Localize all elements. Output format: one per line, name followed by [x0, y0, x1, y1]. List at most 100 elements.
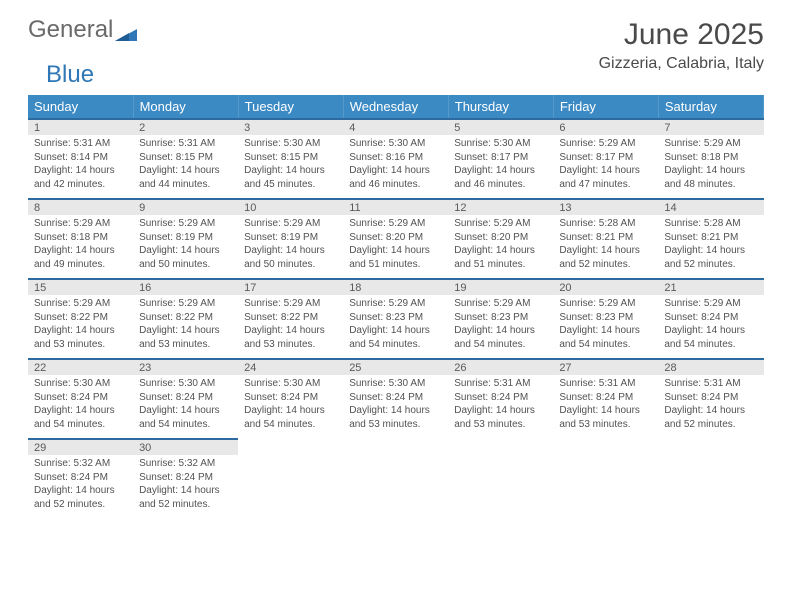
daylight-text: and 54 minutes. — [454, 338, 547, 352]
daylight-text: and 53 minutes. — [139, 338, 232, 352]
calendar-content-row: Sunrise: 5:29 AMSunset: 8:18 PMDaylight:… — [28, 215, 764, 279]
daylight-text: and 53 minutes. — [559, 418, 652, 432]
sunset-text: Sunset: 8:15 PM — [244, 151, 337, 165]
day-number-cell — [238, 439, 343, 455]
day-number-cell: 7 — [658, 119, 763, 135]
day-number-cell: 3 — [238, 119, 343, 135]
sunrise-text: Sunrise: 5:31 AM — [559, 377, 652, 391]
sunset-text: Sunset: 8:22 PM — [244, 311, 337, 325]
day-number-cell: 16 — [133, 279, 238, 295]
daylight-text: Daylight: 14 hours — [349, 244, 442, 258]
sunrise-text: Sunrise: 5:29 AM — [664, 137, 757, 151]
daylight-text: Daylight: 14 hours — [139, 244, 232, 258]
sunset-text: Sunset: 8:21 PM — [559, 231, 652, 245]
weekday-header: Monday — [133, 95, 238, 119]
daylight-text: and 53 minutes. — [454, 418, 547, 432]
sunrise-text: Sunrise: 5:29 AM — [34, 297, 127, 311]
daylight-text: and 50 minutes. — [244, 258, 337, 272]
daylight-text: and 54 minutes. — [349, 338, 442, 352]
day-number-cell: 27 — [553, 359, 658, 375]
sunset-text: Sunset: 8:18 PM — [34, 231, 127, 245]
day-content-cell: Sunrise: 5:29 AMSunset: 8:22 PMDaylight:… — [28, 295, 133, 359]
sunset-text: Sunset: 8:19 PM — [139, 231, 232, 245]
day-content-cell: Sunrise: 5:29 AMSunset: 8:23 PMDaylight:… — [343, 295, 448, 359]
day-content-cell: Sunrise: 5:29 AMSunset: 8:22 PMDaylight:… — [238, 295, 343, 359]
calendar-day-strip: 891011121314 — [28, 199, 764, 215]
sunset-text: Sunset: 8:24 PM — [559, 391, 652, 405]
daylight-text: Daylight: 14 hours — [664, 244, 757, 258]
daylight-text: Daylight: 14 hours — [559, 164, 652, 178]
sunset-text: Sunset: 8:24 PM — [664, 311, 757, 325]
sunrise-text: Sunrise: 5:30 AM — [244, 377, 337, 391]
day-content-cell: Sunrise: 5:29 AMSunset: 8:22 PMDaylight:… — [133, 295, 238, 359]
day-content-cell: Sunrise: 5:31 AMSunset: 8:24 PMDaylight:… — [448, 375, 553, 439]
daylight-text: and 48 minutes. — [664, 178, 757, 192]
day-content-cell: Sunrise: 5:29 AMSunset: 8:19 PMDaylight:… — [238, 215, 343, 279]
calendar-content-row: Sunrise: 5:29 AMSunset: 8:22 PMDaylight:… — [28, 295, 764, 359]
page-subtitle: Gizzeria, Calabria, Italy — [599, 55, 764, 73]
daylight-text: and 52 minutes. — [664, 418, 757, 432]
daylight-text: Daylight: 14 hours — [454, 404, 547, 418]
daylight-text: Daylight: 14 hours — [664, 404, 757, 418]
day-number-cell: 19 — [448, 279, 553, 295]
sunrise-text: Sunrise: 5:30 AM — [454, 137, 547, 151]
sunset-text: Sunset: 8:24 PM — [34, 471, 127, 485]
logo-word-blue: Blue — [46, 61, 94, 88]
day-content-cell: Sunrise: 5:31 AMSunset: 8:14 PMDaylight:… — [28, 135, 133, 199]
day-content-cell — [448, 455, 553, 519]
sunset-text: Sunset: 8:23 PM — [559, 311, 652, 325]
calendar-content-row: Sunrise: 5:31 AMSunset: 8:14 PMDaylight:… — [28, 135, 764, 199]
daylight-text: and 50 minutes. — [139, 258, 232, 272]
daylight-text: Daylight: 14 hours — [664, 164, 757, 178]
sunset-text: Sunset: 8:17 PM — [454, 151, 547, 165]
day-number-cell: 15 — [28, 279, 133, 295]
calendar-day-strip: 15161718192021 — [28, 279, 764, 295]
sunrise-text: Sunrise: 5:29 AM — [244, 297, 337, 311]
sunset-text: Sunset: 8:24 PM — [244, 391, 337, 405]
day-content-cell: Sunrise: 5:29 AMSunset: 8:20 PMDaylight:… — [343, 215, 448, 279]
daylight-text: and 52 minutes. — [664, 258, 757, 272]
daylight-text: and 53 minutes. — [244, 338, 337, 352]
daylight-text: and 52 minutes. — [139, 498, 232, 512]
daylight-text: Daylight: 14 hours — [559, 404, 652, 418]
daylight-text: and 54 minutes. — [244, 418, 337, 432]
sunrise-text: Sunrise: 5:29 AM — [559, 297, 652, 311]
daylight-text: Daylight: 14 hours — [244, 324, 337, 338]
sunset-text: Sunset: 8:24 PM — [139, 391, 232, 405]
daylight-text: Daylight: 14 hours — [34, 244, 127, 258]
sunset-text: Sunset: 8:17 PM — [559, 151, 652, 165]
daylight-text: Daylight: 14 hours — [139, 164, 232, 178]
sunrise-text: Sunrise: 5:28 AM — [559, 217, 652, 231]
weekday-header: Thursday — [448, 95, 553, 119]
sunrise-text: Sunrise: 5:29 AM — [454, 297, 547, 311]
day-number-cell: 22 — [28, 359, 133, 375]
daylight-text: and 51 minutes. — [349, 258, 442, 272]
sunrise-text: Sunrise: 5:30 AM — [244, 137, 337, 151]
day-number-cell: 26 — [448, 359, 553, 375]
sunset-text: Sunset: 8:14 PM — [34, 151, 127, 165]
day-content-cell: Sunrise: 5:30 AMSunset: 8:24 PMDaylight:… — [28, 375, 133, 439]
day-number-cell: 29 — [28, 439, 133, 455]
day-number-cell: 4 — [343, 119, 448, 135]
sunrise-text: Sunrise: 5:32 AM — [34, 457, 127, 471]
sunset-text: Sunset: 8:19 PM — [244, 231, 337, 245]
sunrise-text: Sunrise: 5:30 AM — [349, 377, 442, 391]
day-number-cell: 11 — [343, 199, 448, 215]
day-number-cell: 30 — [133, 439, 238, 455]
day-content-cell: Sunrise: 5:29 AMSunset: 8:18 PMDaylight:… — [28, 215, 133, 279]
day-content-cell: Sunrise: 5:32 AMSunset: 8:24 PMDaylight:… — [28, 455, 133, 519]
sunset-text: Sunset: 8:16 PM — [349, 151, 442, 165]
daylight-text: and 52 minutes. — [34, 498, 127, 512]
daylight-text: Daylight: 14 hours — [244, 404, 337, 418]
sunset-text: Sunset: 8:21 PM — [664, 231, 757, 245]
weekday-header: Friday — [553, 95, 658, 119]
sunrise-text: Sunrise: 5:29 AM — [139, 217, 232, 231]
day-number-cell: 8 — [28, 199, 133, 215]
sunrise-text: Sunrise: 5:29 AM — [664, 297, 757, 311]
daylight-text: and 45 minutes. — [244, 178, 337, 192]
sunset-text: Sunset: 8:23 PM — [454, 311, 547, 325]
day-content-cell: Sunrise: 5:31 AMSunset: 8:24 PMDaylight:… — [553, 375, 658, 439]
sunset-text: Sunset: 8:24 PM — [34, 391, 127, 405]
daylight-text: and 54 minutes. — [559, 338, 652, 352]
sunset-text: Sunset: 8:24 PM — [664, 391, 757, 405]
